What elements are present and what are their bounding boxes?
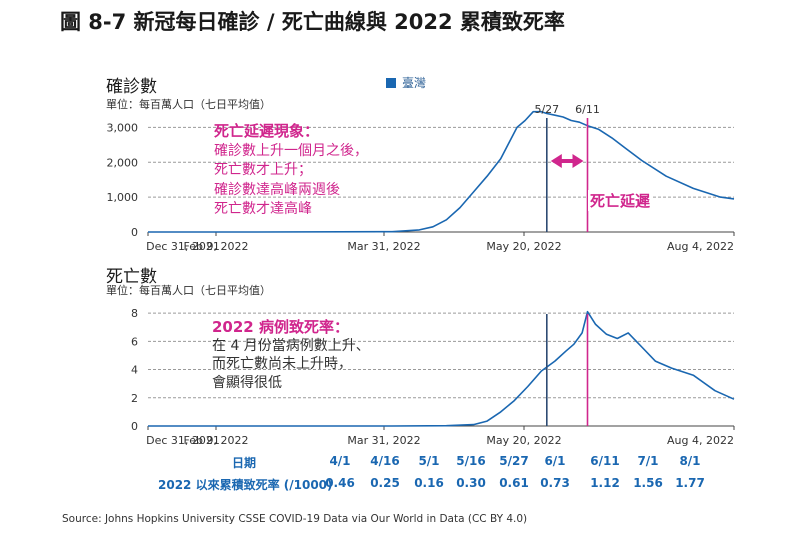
cases-y-tick-label: 1,000: [107, 191, 139, 204]
table-rate-cell: 0.73: [540, 476, 570, 490]
deaths-panel-unit: 單位：每百萬人口（七日平均值）: [106, 284, 271, 297]
cases-x-tick-label: Feb 9, 2022: [184, 240, 249, 253]
table-date-cell: 4/16: [370, 454, 400, 468]
legend: 臺灣: [386, 74, 426, 91]
cases-panel-unit: 單位：每百萬人口（七日平均值）: [106, 98, 271, 111]
cases-y-tick-label: 2,000: [107, 156, 139, 169]
table-date-cell: 5/27: [499, 454, 529, 468]
table-rate-cell: 0.25: [370, 476, 400, 490]
deaths-y-tick-label: 4: [131, 364, 138, 377]
source-note: Source: Johns Hopkins University CSSE CO…: [62, 513, 528, 525]
table-date-cell: 5/1: [418, 454, 440, 468]
table-rate-cell: 0.16: [414, 476, 444, 490]
cfr-annotation: 2022 病例致死率： 在 4 月份當病例數上升、 而死亡數尚未上升時， 會顯得…: [212, 318, 370, 392]
table-date-cell: 4/1: [329, 454, 351, 468]
deaths-series-line: [148, 310, 735, 427]
cases-x-tick-label: Mar 31, 2022: [347, 240, 420, 253]
delay-arrow-head-left: [550, 154, 562, 168]
deaths-y-tick-label: 0: [131, 420, 138, 433]
cfr-annotation-line: 在 4 月份當病例數上升、: [212, 337, 370, 354]
cfr-annotation-line: 而死亡數尚未上升時，: [212, 356, 352, 372]
cases-annotation-line: 死亡數才上升；: [214, 162, 312, 178]
deaths-y-tick-label: 2: [131, 392, 138, 405]
cases-x-tick-label: May 20, 2022: [486, 240, 561, 253]
table-rate-cell: 0.61: [499, 476, 529, 490]
cases-annotation: 死亡延遲現象： 確診數上升一個月之後， 死亡數才上升； 確診數達高峰兩週後 死亡…: [214, 122, 368, 220]
deaths-panel-title: 死亡數: [106, 267, 157, 287]
cases-y-tick-label: 0: [131, 226, 138, 239]
table-rate-cell: 1.56: [633, 476, 663, 490]
table-date-cell: 8/1: [679, 454, 701, 468]
cfr-annotation-line: 會顯得很低: [212, 374, 282, 391]
cases-annotation-line: 確診數達高峰兩週後: [214, 181, 340, 198]
deaths-x-tick-label: Aug 4, 2022: [667, 434, 734, 447]
cases-annotation-line: 死亡數才達高峰: [214, 201, 312, 217]
table-rate-cell: 1.77: [675, 476, 705, 490]
deaths-x-tick-label: Mar 31, 2022: [347, 434, 420, 447]
table-date-cell: 6/1: [544, 454, 566, 468]
cfr-annotation-head: 2022 病例致死率：: [212, 318, 349, 336]
cases-y-tick-label: 3,000: [107, 121, 139, 134]
deaths-x-tick-label: May 20, 2022: [486, 434, 561, 447]
legend-label: 臺灣: [402, 76, 427, 90]
table-rate-cell: 0.30: [456, 476, 486, 490]
legend-swatch: [386, 77, 396, 88]
table-date-cell: 7/1: [637, 454, 659, 468]
table-date-label: 日期: [232, 456, 257, 470]
table-date-cell: 5/16: [456, 454, 486, 468]
table-date-cell: 6/11: [590, 454, 620, 468]
marker-date-label: 5/27: [534, 103, 559, 116]
cases-panel-title: 確診數: [106, 77, 157, 97]
death-delay-label: 死亡延遲: [588, 190, 653, 211]
cases-annotation-line: 確診數上升一個月之後，: [214, 142, 368, 159]
cases-series-line: [148, 110, 735, 233]
figure-title: 圖 8-7 新冠每日確診 / 死亡曲線與 2022 累積致死率: [60, 10, 565, 34]
cases-x-tick-label: Dec 31, 2021: [146, 240, 220, 253]
table-rate-label: 2022 以來累積致死率 (/1000): [158, 478, 333, 492]
table-rate-cell: 0.46: [325, 476, 355, 490]
cases-x-tick-label: Aug 4, 2022: [667, 240, 734, 253]
delay-arrow-head-right: [572, 154, 584, 168]
cases-annotation-head: 死亡延遲現象：: [214, 122, 320, 140]
deaths-y-tick-label: 8: [131, 307, 138, 320]
deaths-x-tick-label: Dec 31, 2021: [146, 434, 220, 447]
deaths-x-tick-label: Feb 9, 2022: [184, 434, 249, 447]
deaths-y-tick-label: 6: [131, 335, 138, 348]
table-rate-cell: 1.12: [590, 476, 620, 490]
marker-date-label: 6/11: [575, 103, 600, 116]
